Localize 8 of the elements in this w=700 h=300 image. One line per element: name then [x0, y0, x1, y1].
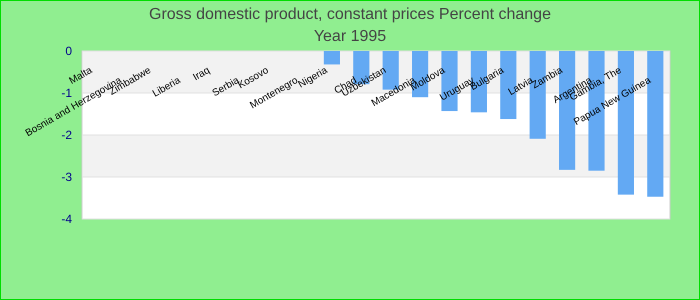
y-tick-label: -1 — [61, 86, 72, 100]
chart-title: Gross domestic product, constant prices Percent change — [149, 6, 552, 23]
x-tick-label: Iraq — [191, 65, 212, 84]
chart-subtitle: Year 1995 — [314, 28, 386, 45]
y-tick-label: -2 — [61, 128, 72, 142]
y-tick-label: 0 — [65, 44, 72, 58]
y-tick-label: -3 — [61, 170, 72, 184]
y-tick-label: -4 — [61, 212, 72, 226]
